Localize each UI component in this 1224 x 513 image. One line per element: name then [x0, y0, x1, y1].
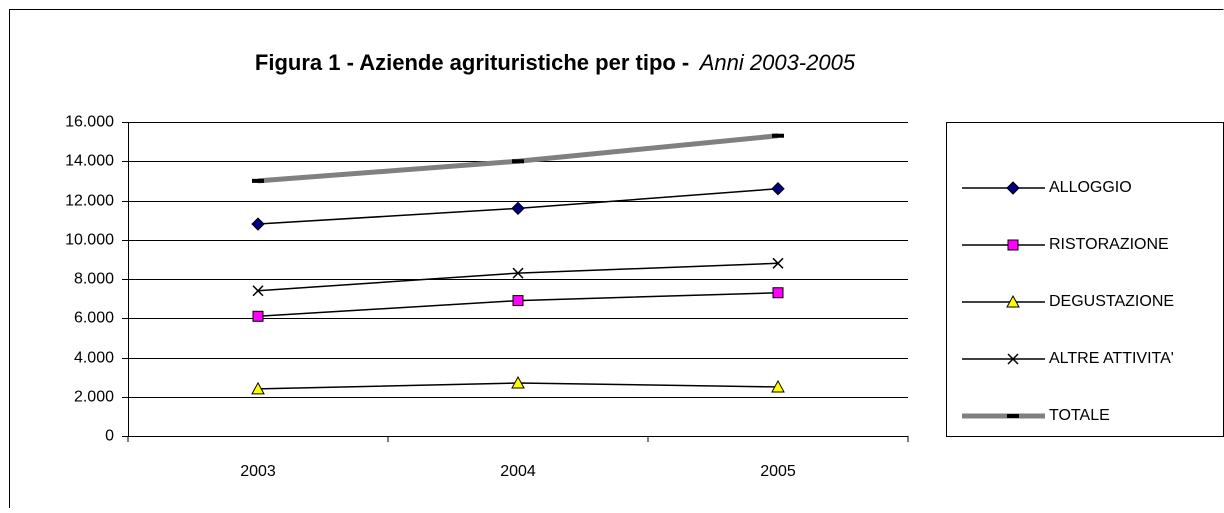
- marker: [252, 178, 264, 183]
- y-tick-label: 0: [105, 428, 114, 445]
- marker: [772, 287, 784, 299]
- marker: [251, 217, 265, 231]
- legend-label: ALLOGGIO: [1049, 179, 1132, 196]
- series: [252, 133, 784, 184]
- marker: [771, 379, 785, 393]
- series: [252, 287, 784, 322]
- subtitle: Anni 2003-2005: [698, 50, 856, 75]
- y-tick-label: 10.000: [65, 232, 114, 249]
- legend-label: TOTALE: [1049, 407, 1110, 424]
- marker: [1007, 239, 1019, 251]
- marker: [512, 267, 524, 279]
- marker: [771, 182, 785, 196]
- y-tick-label: 14.000: [65, 153, 114, 170]
- series: [252, 257, 784, 297]
- marker: [772, 133, 784, 138]
- marker: [512, 159, 524, 164]
- marker: [252, 310, 264, 322]
- marker: [1006, 294, 1020, 308]
- marker: [251, 381, 265, 395]
- title: Figura 1 - Aziende agrituristiche per ti…: [255, 50, 689, 75]
- y-tick-label: 8.000: [74, 271, 114, 288]
- marker: [511, 201, 525, 216]
- chart-border: [9, 9, 1224, 508]
- marker: [252, 285, 264, 297]
- marker: [772, 257, 784, 269]
- marker: [512, 295, 524, 307]
- y-tick-label: 16.000: [65, 114, 114, 131]
- chart-title: Figura 1 - Aziende agrituristiche per ti…: [255, 50, 856, 75]
- y-tick-label: 4.000: [74, 350, 114, 367]
- series-line: [257, 133, 779, 184]
- legend-label: RISTORAZIONE: [1049, 236, 1169, 253]
- series: [251, 182, 785, 231]
- legend-label: ALTRE ATTIVITA': [1049, 350, 1174, 367]
- y-tick-label: 6.000: [74, 310, 114, 327]
- legend-box: [946, 122, 1224, 437]
- x-tick-label: 2003: [240, 463, 276, 480]
- series-line: [257, 262, 779, 292]
- marker: [1006, 181, 1020, 195]
- marker: [1007, 414, 1019, 418]
- legend-label: DEGUSTAZIONE: [1049, 293, 1174, 310]
- y-tick-label: 2.000: [74, 389, 114, 406]
- x-tick-label: 2004: [500, 463, 536, 480]
- series: [251, 375, 785, 395]
- marker: [1007, 353, 1019, 365]
- marker: [511, 375, 525, 389]
- y-tick-label: 12.000: [65, 193, 114, 210]
- x-tick-label: 2005: [760, 463, 796, 480]
